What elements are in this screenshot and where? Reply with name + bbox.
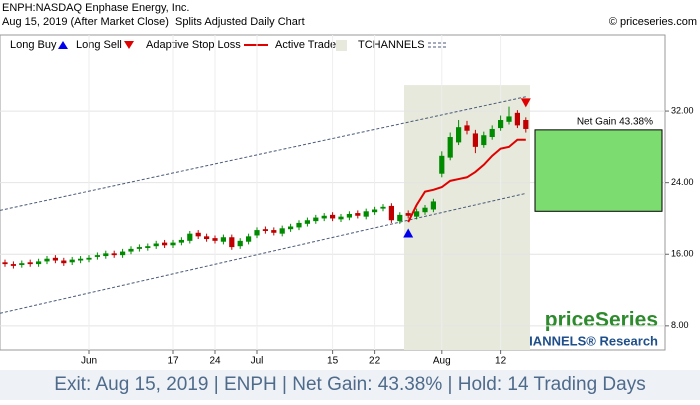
legend-label: Long Sell xyxy=(76,39,122,51)
candle-body xyxy=(103,253,109,257)
candle-body xyxy=(355,213,361,216)
candle-body xyxy=(439,155,445,174)
candle-body xyxy=(514,112,520,126)
candle-body xyxy=(212,238,218,241)
candle-body xyxy=(19,263,25,265)
candle-body xyxy=(2,262,8,265)
candle-body xyxy=(246,236,252,242)
chart-subtitle: Aug 15, 2019 (After Market Close) Splits… xyxy=(2,16,305,28)
y-tick-label: 8.00 xyxy=(671,320,689,330)
candle-body xyxy=(346,213,352,218)
x-tick-label: Jun xyxy=(81,356,97,367)
candle-body xyxy=(78,258,84,261)
candle-body xyxy=(153,243,159,247)
candle-body xyxy=(464,125,470,131)
candle-body xyxy=(178,239,184,243)
candle-body xyxy=(187,233,193,241)
sell-arrow xyxy=(520,98,531,108)
candle-body xyxy=(94,255,100,257)
candle-body xyxy=(380,206,386,209)
candle-body xyxy=(220,237,226,242)
legend-symbol xyxy=(58,41,68,49)
candle-body xyxy=(279,228,285,234)
candle-body xyxy=(422,207,428,213)
candle-body xyxy=(489,128,495,138)
candle-body xyxy=(86,257,92,260)
candle-body xyxy=(372,209,378,213)
candle-body xyxy=(61,260,67,264)
legend-symbol xyxy=(124,41,134,49)
candle-body xyxy=(10,264,16,266)
candle-body xyxy=(430,201,436,210)
y-tick-label: 32.00 xyxy=(671,105,694,115)
candle-body xyxy=(363,211,369,217)
candle-body xyxy=(506,116,512,122)
legend-label: Adaptive Stop Loss xyxy=(146,39,241,51)
candle-body xyxy=(128,248,134,252)
candle-body xyxy=(414,211,420,217)
candle-body xyxy=(321,215,327,219)
legend-label: Active Trade xyxy=(275,39,336,51)
candle-body xyxy=(330,214,336,219)
watermark: priceSeries xyxy=(545,309,658,332)
candle-body xyxy=(338,216,344,220)
candle-body xyxy=(120,251,126,256)
candle-body xyxy=(44,258,50,262)
footer-bar xyxy=(0,370,700,400)
x-tick-label: 15 xyxy=(327,356,339,367)
stop-loss-line xyxy=(407,138,526,223)
legend-label: Long Buy xyxy=(10,39,57,51)
candle-body xyxy=(52,257,58,261)
buy-arrow xyxy=(403,228,414,238)
y-tick-label: 16.00 xyxy=(671,249,694,259)
chart-title: ENPH:NASDAQ Enphase Energy, Inc. xyxy=(2,2,190,14)
gain-label: Net Gain 43.38% xyxy=(577,116,653,127)
x-tick-label: Jul xyxy=(251,356,264,367)
x-tick-label: 22 xyxy=(369,356,381,367)
watermark-sub: TCHANNELS® Research xyxy=(506,333,658,348)
candle-body xyxy=(271,230,277,233)
legend: Long Buy Long Sell Adaptive Stop Loss Ac… xyxy=(10,39,446,51)
candle-body xyxy=(456,127,462,143)
candle-body xyxy=(195,232,201,237)
candle-body xyxy=(136,247,142,249)
gain-box xyxy=(534,129,663,212)
candle-body xyxy=(523,120,529,129)
candle-body xyxy=(472,133,478,147)
candle-body xyxy=(170,242,176,246)
candle-body xyxy=(397,214,403,222)
candle-body xyxy=(229,237,235,248)
candle-body xyxy=(254,230,260,236)
candle-body xyxy=(288,226,294,230)
candle-body xyxy=(481,135,487,146)
candle-body xyxy=(313,217,319,222)
x-tick-label: 12 xyxy=(495,356,507,367)
x-tick-label: 17 xyxy=(167,356,179,367)
candle-body xyxy=(27,262,33,265)
candle-body xyxy=(36,261,42,265)
candle-body xyxy=(162,242,168,246)
x-tick-label: Aug xyxy=(433,356,451,367)
candle-body xyxy=(237,240,243,247)
candle-body xyxy=(69,259,75,263)
candle-body xyxy=(296,222,302,228)
footer: Exit: Aug 15, 2019 | ENPH | Net Gain: 43… xyxy=(54,374,645,395)
candle-body xyxy=(204,236,210,240)
x-tick-label: 24 xyxy=(209,356,221,367)
candle-body xyxy=(262,229,268,231)
candle-body xyxy=(447,137,453,158)
candle-body xyxy=(498,120,504,129)
candle-body xyxy=(388,205,394,221)
candle-body xyxy=(145,246,151,248)
legend-symbol xyxy=(336,40,347,51)
candle-body xyxy=(304,220,310,224)
legend-label: TCHANNELS xyxy=(358,39,425,51)
candle-body xyxy=(111,253,117,256)
candle-body xyxy=(405,213,411,216)
copyright: © priceseries.com xyxy=(609,16,697,28)
y-tick-label: 24.00 xyxy=(671,177,694,187)
